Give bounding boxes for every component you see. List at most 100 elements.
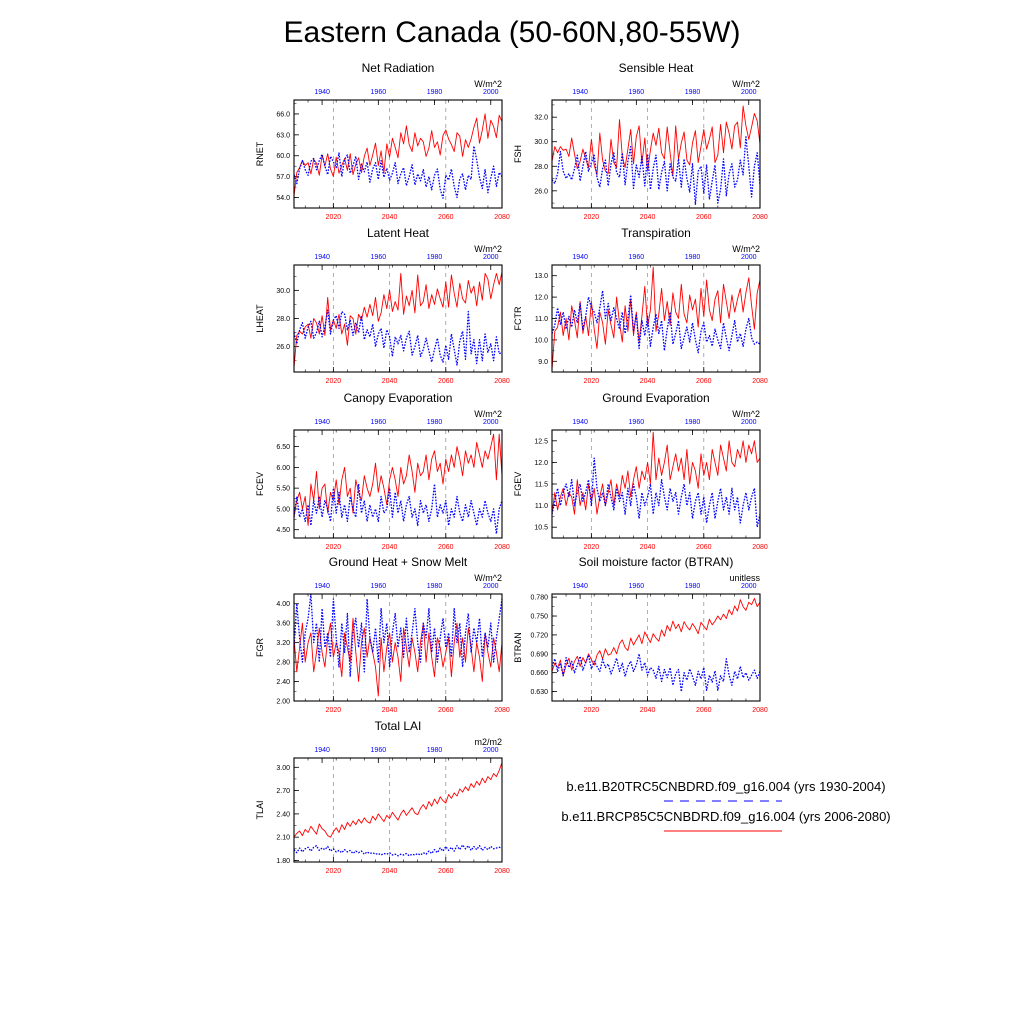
top-tick-label: 1960: [629, 254, 645, 261]
y-tick-label: 2.70: [276, 788, 290, 795]
top-tick-label: 2000: [741, 89, 757, 96]
panel-fcev: Canopy Evaporation W/m^2 FCEV 2020 2040 2060 2…: [255, 391, 510, 551]
y-tick-label: 0.630: [530, 689, 548, 696]
y-tick-label: 0.690: [530, 651, 548, 658]
x-tick-label: 2040: [382, 707, 398, 714]
y-tick-label: 13.0: [534, 273, 548, 280]
series-line-2006-2080: [293, 433, 503, 526]
x-tick-label: 2080: [752, 544, 768, 551]
top-tick-label: 1980: [685, 419, 701, 426]
top-tick-label: 2000: [483, 747, 499, 754]
top-tick-label: 1980: [427, 583, 443, 590]
y-tick-label: 9.0: [538, 359, 548, 366]
top-tick-label: 2000: [741, 583, 757, 590]
y-tick-label: 30.0: [276, 288, 290, 295]
top-tick-label: 1940: [314, 254, 330, 261]
y-tick-label: 32.0: [534, 115, 548, 122]
y-tick-label: 30.0: [534, 139, 548, 146]
y-tick-label: 10.5: [534, 525, 548, 532]
units-label: m2/m2: [474, 737, 502, 747]
top-tick-label: 1960: [629, 419, 645, 426]
y-tick-label: 2.00: [276, 699, 290, 706]
x-tick-label: 2080: [752, 214, 768, 221]
units-label: W/m^2: [732, 244, 760, 254]
y-tick-label: 63.0: [276, 132, 290, 139]
y-tick-label: 3.60: [276, 621, 290, 628]
y-axis-label: FCEV: [255, 472, 265, 496]
series-line-1930-2004: [293, 593, 503, 678]
y-tick-label: 0.750: [530, 614, 548, 621]
series-line-2006-2080: [551, 597, 761, 677]
y-tick-label: 26.0: [276, 344, 290, 351]
series-line-1930-2004: [551, 653, 761, 693]
panel-tlai: Total LAI m2/m2 TLAI 2020 2040 2060 2080 1940 19…: [255, 719, 510, 875]
top-tick-label: 2000: [483, 419, 499, 426]
y-tick-label: 4.00: [276, 601, 290, 608]
x-tick-label: 2080: [494, 868, 510, 875]
panel-title: Soil moisture factor (BTRAN): [579, 555, 734, 569]
y-tick-label: 5.00: [276, 506, 290, 513]
units-label: W/m^2: [474, 244, 502, 254]
x-tick-label: 2020: [584, 544, 600, 551]
x-tick-label: 2040: [640, 378, 656, 385]
top-tick-label: 1940: [314, 419, 330, 426]
y-tick-label: 4.50: [276, 527, 290, 534]
top-tick-label: 1980: [685, 89, 701, 96]
top-tick-label: 1940: [314, 747, 330, 754]
x-tick-label: 2020: [584, 214, 600, 221]
y-tick-label: 2.40: [276, 811, 290, 818]
x-tick-label: 2060: [438, 378, 454, 385]
y-axis-label: FCTR: [513, 306, 523, 330]
y-axis-label: BTRAN: [513, 632, 523, 663]
y-tick-label: 11.0: [535, 316, 548, 323]
panel-fgev: Ground Evaporation W/m^2 FGEV 2020 2040 2060 2…: [513, 391, 768, 551]
x-tick-label: 2020: [326, 214, 342, 221]
y-tick-label: 1.80: [276, 858, 290, 865]
panel-title: Ground Heat + Snow Melt: [329, 555, 468, 569]
units-label: W/m^2: [474, 79, 502, 89]
y-tick-label: 3.00: [276, 765, 290, 772]
y-tick-label: 2.40: [276, 679, 290, 686]
x-tick-label: 2020: [584, 378, 600, 385]
x-tick-label: 2020: [326, 378, 342, 385]
y-tick-label: 11.5: [535, 482, 548, 489]
panel-lheat: Latent Heat W/m^2 LHEAT 2020 2040 2060 2080 194…: [255, 226, 510, 385]
series-line-1930-2004: [293, 309, 503, 366]
top-tick-label: 2000: [483, 89, 499, 96]
legend-label: b.e11.B20TRC5CNBDRD.f09_g16.004 (yrs 193…: [566, 779, 885, 794]
y-axis-label: RNET: [255, 141, 265, 166]
series-line-2006-2080: [293, 762, 503, 838]
x-tick-label: 2020: [326, 868, 342, 875]
y-axis-label: TLAI: [255, 800, 265, 819]
top-tick-label: 1960: [629, 89, 645, 96]
units-label: W/m^2: [732, 409, 760, 419]
top-tick-label: 1940: [314, 89, 330, 96]
y-tick-label: 54.0: [276, 195, 290, 202]
y-tick-label: 28.0: [276, 316, 290, 323]
y-tick-label: 12.0: [534, 460, 548, 467]
y-tick-label: 0.660: [530, 670, 548, 677]
y-tick-label: 28.0: [534, 164, 548, 171]
units-label: unitless: [729, 573, 760, 583]
top-tick-label: 2000: [483, 254, 499, 261]
plot-frame: [293, 99, 503, 209]
x-tick-label: 2080: [494, 214, 510, 221]
panel-btran: Soil moisture factor (BTRAN) unitless BTRA…: [513, 555, 768, 714]
units-label: W/m^2: [732, 79, 760, 89]
legend-label: b.e11.BRCP85C5CNBDRD.f09_g16.004 (yrs 20…: [561, 809, 890, 824]
x-tick-label: 2040: [382, 868, 398, 875]
y-tick-label: 2.80: [276, 660, 290, 667]
x-tick-label: 2080: [494, 707, 510, 714]
top-tick-label: 1940: [572, 254, 588, 261]
panel-title: Canopy Evaporation: [344, 391, 453, 405]
series-line-2006-2080: [551, 431, 761, 515]
top-tick-label: 1980: [427, 419, 443, 426]
panel-rnet: Net Radiation W/m^2 RNET 2020 2040 2060 2080 19…: [255, 61, 510, 221]
y-tick-label: 6.50: [276, 444, 290, 451]
panel-fgr: Ground Heat + Snow Melt W/m^2 FGR 2020 2040 2…: [255, 555, 510, 714]
y-tick-label: 57.0: [276, 174, 290, 181]
series-line-1930-2004: [293, 483, 503, 535]
top-tick-label: 1980: [427, 254, 443, 261]
